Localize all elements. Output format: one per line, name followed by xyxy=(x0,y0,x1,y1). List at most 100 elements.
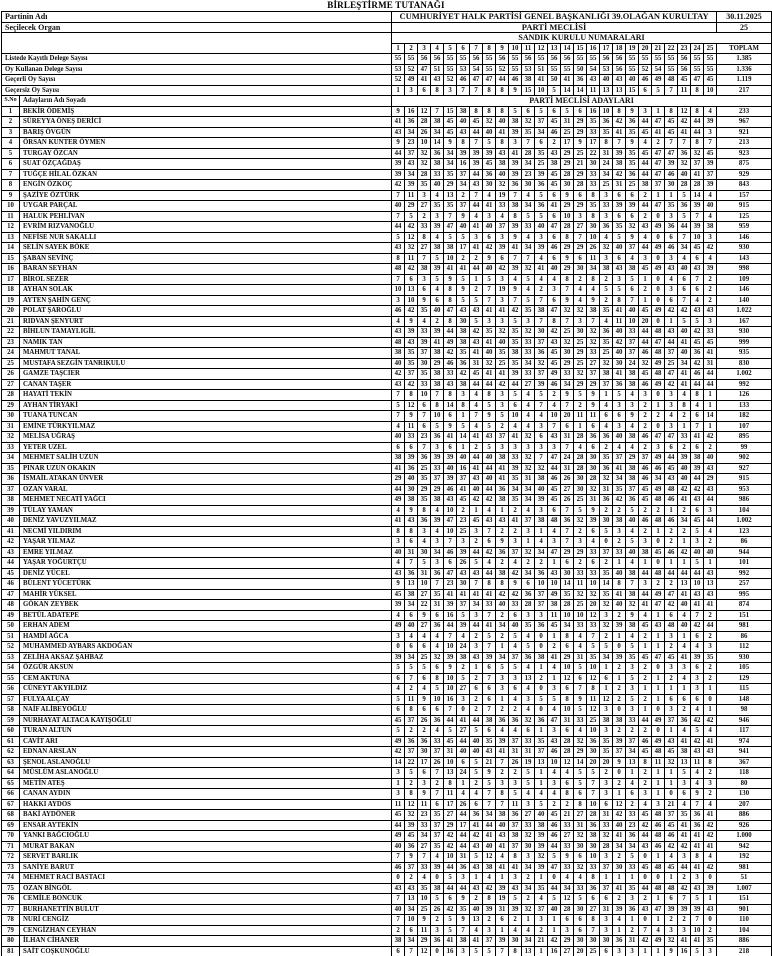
candidate-vote: 5 xyxy=(469,557,484,569)
candidate-vote: 1 xyxy=(547,672,562,684)
candidate-vote: 35 xyxy=(560,588,575,600)
candidate-vote: 35 xyxy=(599,452,614,464)
candidate-vote: 45 xyxy=(443,116,458,128)
candidate-vote: 2 xyxy=(599,441,614,453)
candidate-number: 44 xyxy=(1,557,20,569)
candidate-vote: 5 xyxy=(677,315,692,327)
candidate-vote: 38 xyxy=(586,305,601,317)
candidate-vote: 26 xyxy=(417,714,432,726)
candidate-vote: 36 xyxy=(677,200,692,212)
candidate-vote: 7 xyxy=(482,294,497,306)
candidate-vote: 9 xyxy=(586,504,601,516)
candidate-row: 24 MAHMUT TANAL 38 35 37 38 42 35 41 40 35 38 33 36 45… xyxy=(1,347,772,359)
candidate-vote: 3 xyxy=(456,389,471,401)
candidate-vote: 37 xyxy=(404,368,419,380)
candidate-vote: 34 xyxy=(677,242,692,254)
candidate-row: 75 OZAN BİNGÖL 43 43 35 38 44 44 43 42 39 43 34 35 44 3… xyxy=(1,882,772,894)
candidate-vote: 10 xyxy=(573,609,588,621)
tally-table: Partinin Adı CUMHURİYET HALK PARTİSİ GEN… xyxy=(0,11,772,956)
candidate-name: EMİNE TÜRKYILMAZ xyxy=(18,420,393,432)
candidate-vote: 40 xyxy=(482,221,497,233)
candidate-vote: 6 xyxy=(586,420,601,432)
candidate-vote: 1 xyxy=(651,893,666,905)
candidate-vote: 34 xyxy=(521,935,536,947)
candidate-vote: 6 xyxy=(547,504,562,516)
candidate-vote: 29 xyxy=(560,357,575,369)
candidate-vote: 37 xyxy=(625,347,640,359)
candidate-vote: 12 xyxy=(482,851,497,863)
candidate-vote: 34 xyxy=(404,935,419,947)
candidate-vote: 6 xyxy=(417,420,432,432)
candidate-vote: 7 xyxy=(534,315,549,327)
candidate-vote: 4 xyxy=(521,189,536,201)
candidate-vote: 40 xyxy=(690,546,705,558)
candidate-vote: 9 xyxy=(404,315,419,327)
stat-value: 55 xyxy=(703,63,718,75)
candidate-name: MÜSLÜM ASLANOĞLU xyxy=(18,767,393,779)
candidate-vote: 6 xyxy=(690,284,705,296)
candidate-vote: 34 xyxy=(612,840,627,852)
candidate-vote: 40 xyxy=(495,168,510,180)
candidate-vote: 1 xyxy=(703,389,718,401)
stat-value: 8 xyxy=(690,84,705,96)
candidate-name: HAMDİ AĞCA xyxy=(18,630,393,642)
candidate-vote: 35 xyxy=(417,368,432,380)
candidate-vote: 13 xyxy=(443,767,458,779)
candidate-vote: 38 xyxy=(625,378,640,390)
candidate-vote: 4 xyxy=(599,399,614,411)
candidate-vote: 23 xyxy=(443,578,458,590)
candidate-vote: 1 xyxy=(677,630,692,642)
candidate-vote: 28 xyxy=(560,221,575,233)
candidate-row: 63 ŞENOL ASLANOĞLU 14 22 17 26 10 6 5 21 7 26 19 13 10… xyxy=(1,756,772,768)
candidate-vote: 3 xyxy=(690,683,705,695)
candidate-vote: 32 xyxy=(521,326,536,338)
candidate-vote: 16 xyxy=(443,945,458,956)
candidate-vote: 36 xyxy=(430,935,445,947)
candidate-vote: 40 xyxy=(677,473,692,485)
candidate-vote: 0 xyxy=(599,536,614,548)
candidate-vote: 7 xyxy=(521,137,536,149)
candidate-vote: 6 xyxy=(443,410,458,422)
candidate-vote: 8 xyxy=(612,105,627,117)
candidate-vote: 2 xyxy=(469,693,484,705)
candidate-vote: 2 xyxy=(703,767,718,779)
candidate-vote: 26 xyxy=(430,756,445,768)
candidate-vote: 43 xyxy=(469,473,484,485)
candidate-vote: 43 xyxy=(612,263,627,275)
candidate-vote: 40 xyxy=(456,221,471,233)
candidate-name: NECMİ YILDIRIM xyxy=(18,525,393,537)
candidate-vote: 41 xyxy=(677,378,692,390)
candidate-vote: 4 xyxy=(690,777,705,789)
stat-value: 49 xyxy=(404,74,419,86)
column-number: 17 xyxy=(599,42,614,54)
candidate-name: BARIŞ ÖVGÜN xyxy=(18,126,393,138)
column-number: 16 xyxy=(586,42,601,54)
candidate-vote: 37 xyxy=(664,714,679,726)
column-number: 1 xyxy=(391,42,406,54)
candidate-vote: 5 xyxy=(469,851,484,863)
candidate-vote: 9 xyxy=(443,273,458,285)
candidate-vote: 2 xyxy=(677,872,692,884)
candidate-vote: 8 xyxy=(404,788,419,800)
candidate-vote: 34 xyxy=(404,651,419,663)
candidate-vote: 43 xyxy=(456,126,471,138)
candidate-vote: 39 xyxy=(404,326,419,338)
candidate-vote: 7 xyxy=(638,924,653,936)
candidate-name: BURHANETTİN BULUT xyxy=(18,903,393,915)
candidate-vote: 34 xyxy=(443,147,458,159)
candidate-total: 901 xyxy=(716,903,772,915)
candidate-vote: 36 xyxy=(417,452,432,464)
candidate-vote: 30 xyxy=(456,578,471,590)
candidate-vote: 32 xyxy=(417,158,432,170)
candidate-vote: 42 xyxy=(391,179,406,191)
candidate-total: 129 xyxy=(716,672,772,684)
candidate-vote: 17 xyxy=(560,137,575,149)
candidate-vote: 5 xyxy=(534,189,549,201)
candidate-vote: 11 xyxy=(404,189,419,201)
candidate-number: 64 xyxy=(1,767,20,779)
candidate-vote: 5 xyxy=(521,777,536,789)
candidate-vote: 4 xyxy=(430,641,445,653)
candidate-vote: 44 xyxy=(469,263,484,275)
candidate-vote: 9 xyxy=(508,231,523,243)
candidate-vote: 41 xyxy=(677,935,692,947)
